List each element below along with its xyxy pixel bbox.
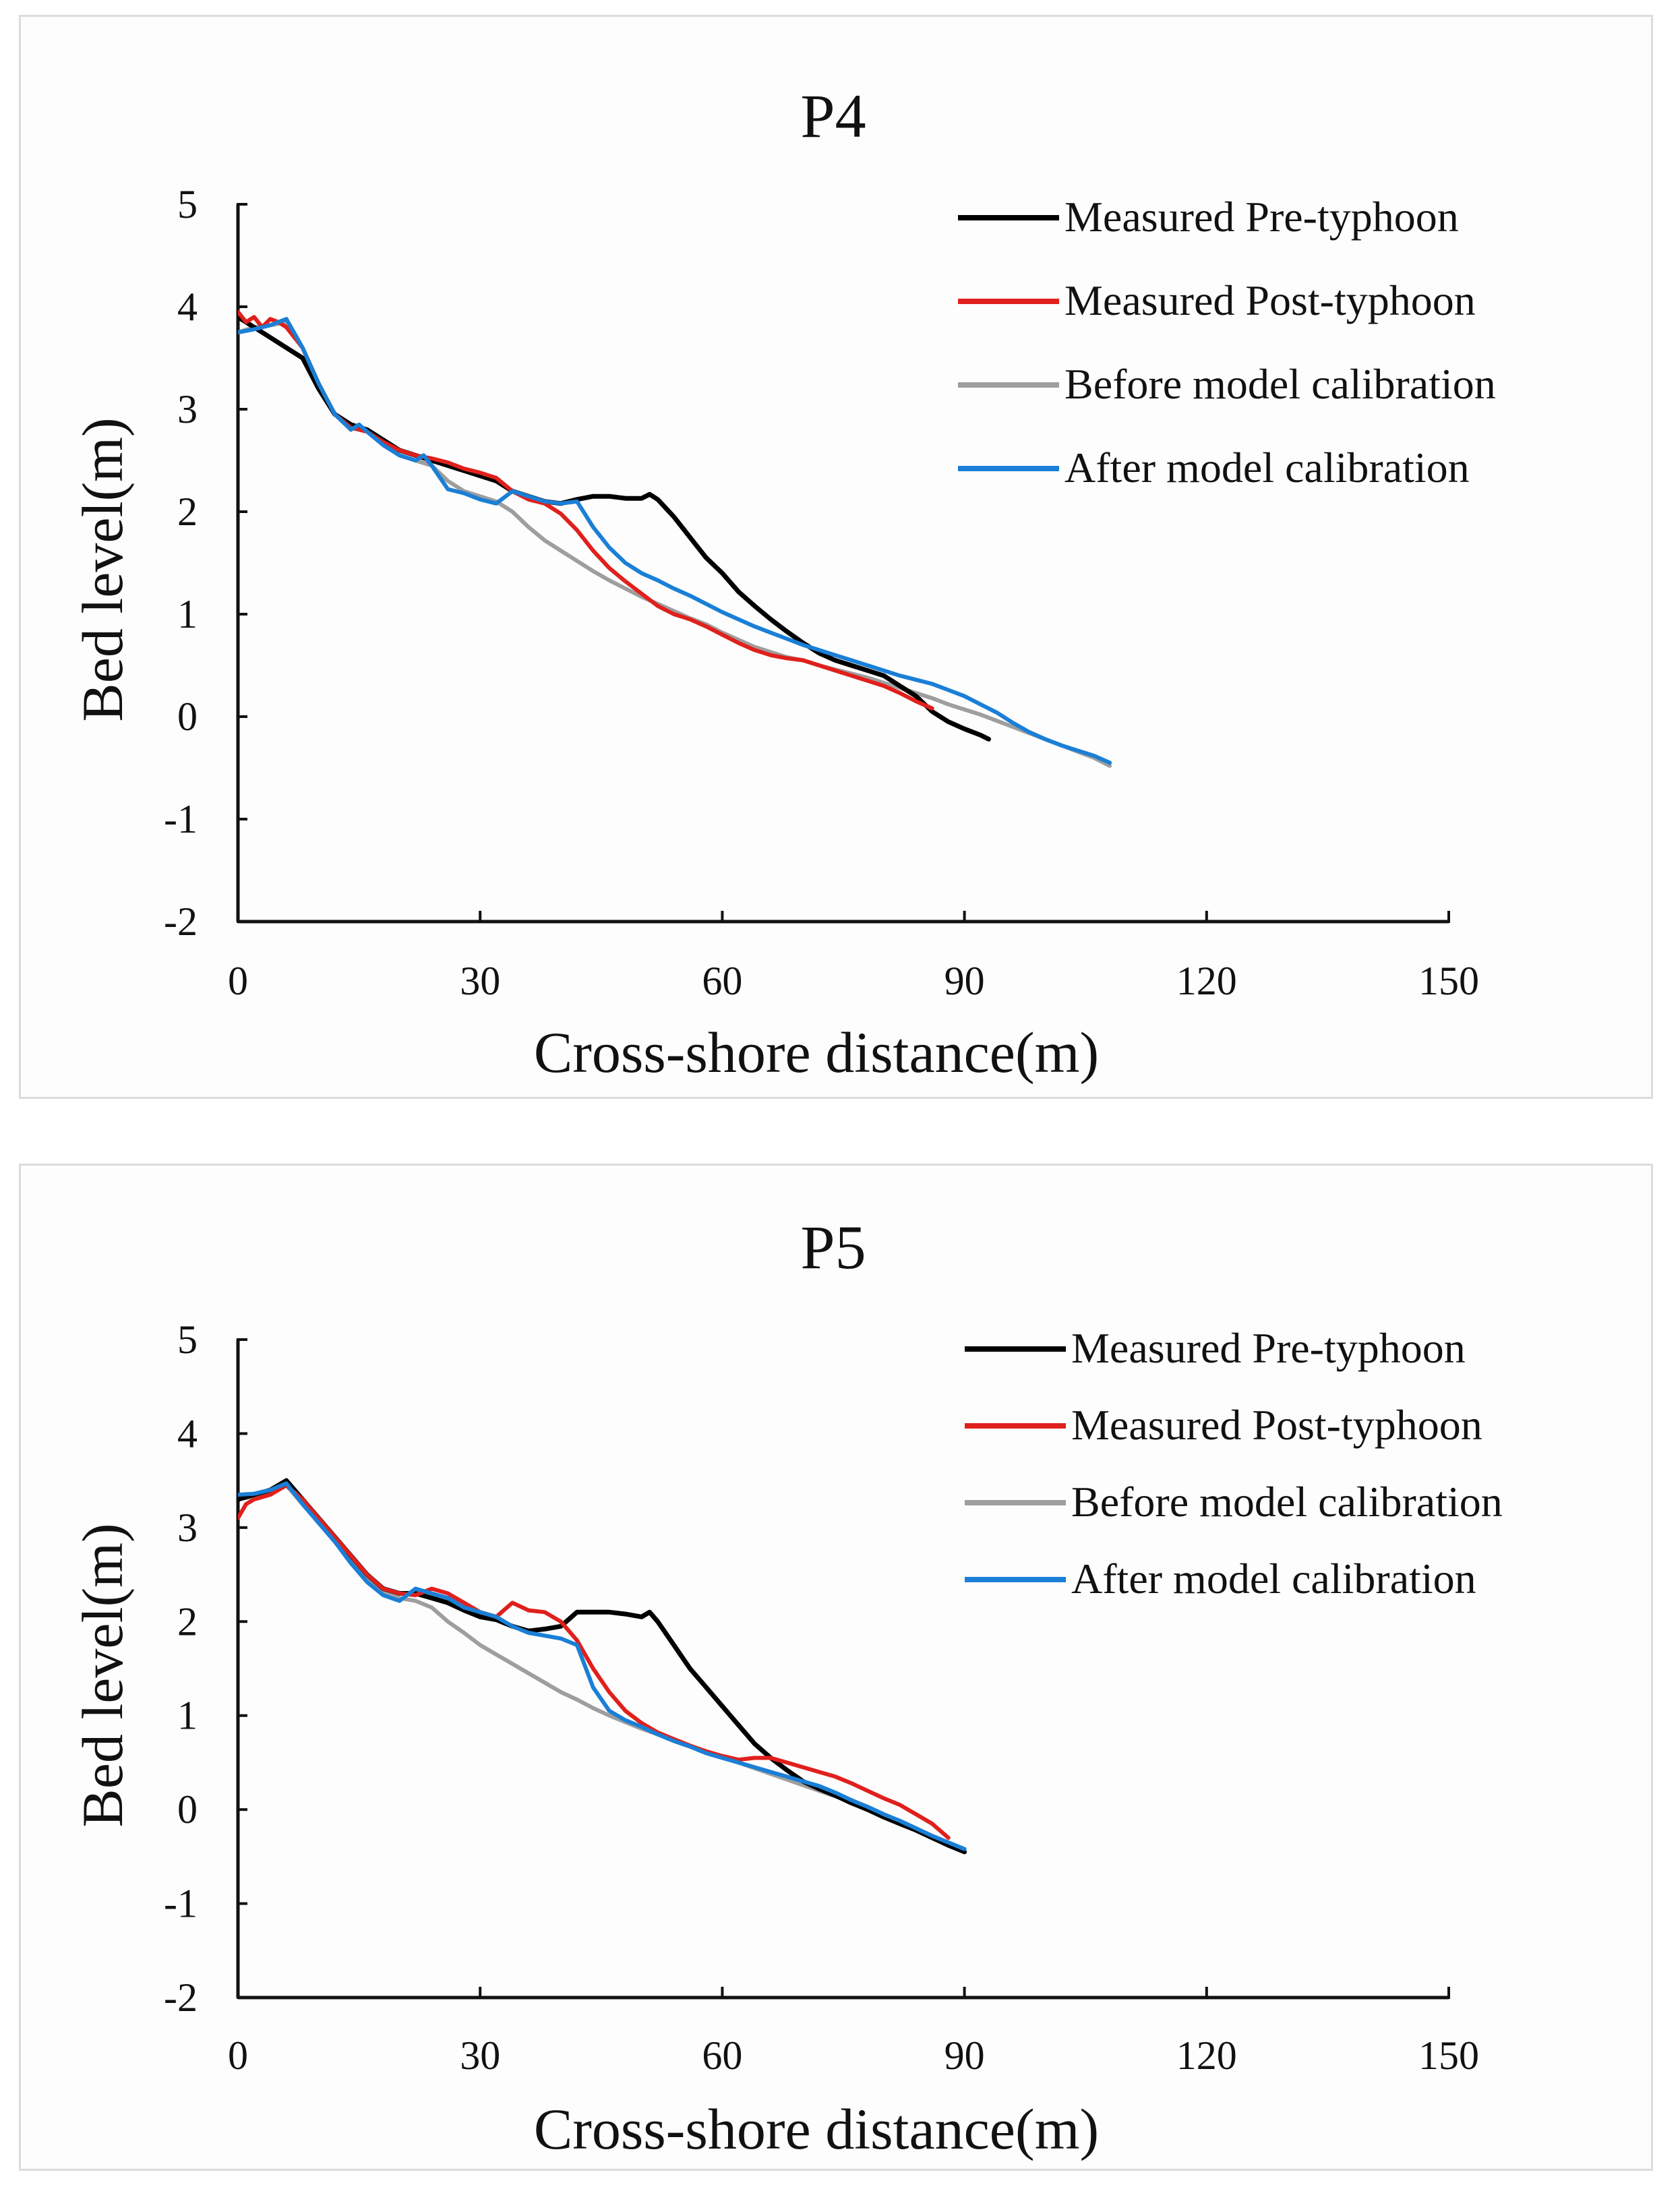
p4-series-line-measured-post-typhoon (238, 309, 934, 711)
p5-legend-label-measured-pre-typhoon: Measured Pre-typhoon (1071, 1324, 1466, 1372)
p4-legend-label-before-model-calibration: Before model calibration (1064, 360, 1496, 408)
p4-x-axis-title: Cross-shore distance(m) (534, 1020, 1099, 1085)
p5-legend-label-measured-post-typhoon: Measured Post-typhoon (1071, 1401, 1482, 1449)
p5-x-tick-label: 60 (702, 2033, 742, 2078)
p5-y-tick-label: 4 (177, 1411, 198, 1456)
p5-legend-label-before-model-calibration: Before model calibration (1071, 1478, 1503, 1526)
p5-y-tick-label: -1 (164, 1882, 198, 1926)
p4-x-tick-label: 90 (944, 959, 985, 1003)
p5-y-tick-label: 5 (177, 1317, 198, 1362)
p4-x-tick-label: 120 (1176, 959, 1237, 1003)
p4-legend-label-measured-post-typhoon: Measured Post-typhoon (1064, 276, 1476, 324)
p4-y-tick-label: 0 (177, 694, 198, 739)
p4-y-tick-label: 5 (177, 182, 198, 227)
p5-series-line-after-model-calibration (238, 1481, 967, 1851)
p4-y-tick-label: 3 (177, 387, 198, 431)
p5-x-tick-label: 0 (228, 2033, 248, 2078)
p5-y-tick-label: 1 (177, 1694, 198, 1738)
p5-y-tick-label: -2 (164, 1975, 198, 2020)
p5-series-line-measured-post-typhoon (238, 1483, 951, 1840)
p4-x-tick-label: 60 (702, 959, 742, 1003)
p4-x-tick-label: 0 (228, 959, 248, 1003)
p5-legend: Measured Pre-typhoon Measured Post-typhoo… (965, 1324, 1503, 1602)
p5-chart-title: P5 (800, 1213, 866, 1282)
p5-y-axis-title: Bed level(m) (70, 1523, 135, 1827)
p4-chart-title: P4 (800, 82, 866, 150)
p5-y-tick-label: 0 (177, 1787, 198, 1832)
p4-legend: Measured Pre-typhoon Measured Post-typhoo… (958, 193, 1496, 491)
p4-y-axis-title: Bed level(m) (70, 417, 135, 721)
p5-x-tick-label: 90 (944, 2033, 985, 2078)
chart-svg-p5: P5 -2 -1 0 1 2 3 4 5 0 30 60 90 120 150 Cross-shore dis… (70, 1213, 1503, 2161)
p4-y-tick-label: 4 (177, 284, 198, 329)
p5-y-tick-label: 2 (177, 1599, 198, 1644)
chart-svg-p4: P4 -2 -1 0 1 2 3 4 5 0 30 60 90 120 150 Cross-shore dis… (70, 82, 1496, 1085)
p5-series-line-measured-pre-typhoon (238, 1478, 967, 1855)
p4-legend-label-after-model-calibration: After model calibration (1064, 444, 1470, 491)
p4-y-tick-label: -2 (164, 899, 198, 944)
p5-series-line-before-model-calibration (238, 1483, 967, 1854)
p5-x-tick-label: 150 (1418, 2033, 1479, 2078)
p4-y-tick-label: -1 (164, 797, 198, 841)
p4-x-tick-label: 150 (1418, 959, 1479, 1003)
p5-legend-label-after-model-calibration: After model calibration (1071, 1555, 1476, 1602)
p5-x-tick-label: 30 (460, 2033, 500, 2078)
p5-x-tick-label: 120 (1176, 2033, 1237, 2078)
p5-x-axis-title: Cross-shore distance(m) (534, 2097, 1099, 2161)
p5-y-tick-label: 3 (177, 1505, 198, 1550)
p4-series-line-after-model-calibration (238, 317, 1112, 765)
p4-legend-label-measured-pre-typhoon: Measured Pre-typhoon (1064, 193, 1459, 241)
p4-x-tick-label: 30 (460, 959, 500, 1003)
p4-series-line-measured-pre-typhoon (238, 314, 991, 742)
p4-series-line-before-model-calibration (238, 320, 1112, 768)
p4-y-tick-label: 2 (177, 489, 198, 534)
p4-y-tick-label: 1 (177, 592, 198, 636)
chart-panel-p5: P5 -2 -1 0 1 2 3 4 5 0 30 60 90 120 150 Cross-shore dis… (19, 1164, 1653, 2171)
chart-panel-p4: P4 -2 -1 0 1 2 3 4 5 0 30 60 90 120 150 Cross-shore dis… (19, 15, 1653, 1099)
